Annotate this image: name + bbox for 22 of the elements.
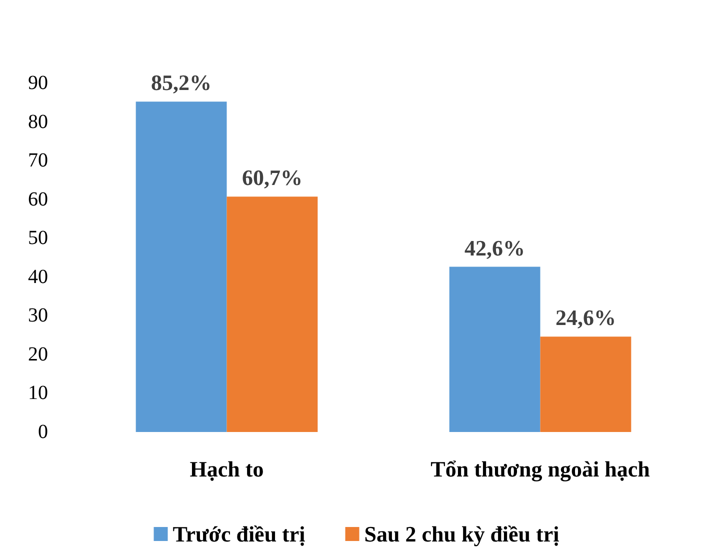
y-tick-label: 10 <box>28 382 48 404</box>
y-tick-label: 20 <box>28 343 48 366</box>
data-label: 42,6% <box>464 235 526 260</box>
legend-label: Sau 2 chu kỳ điều trị <box>364 522 560 546</box>
data-label: 24,6% <box>555 305 616 330</box>
y-tick-label: 90 <box>28 72 48 94</box>
y-tick-label: 40 <box>28 266 48 288</box>
data-label: 60,7% <box>242 165 302 190</box>
bar <box>449 266 540 432</box>
legend-label: Trước điều trị <box>172 522 306 546</box>
x-tick-label: Tổn thương ngoài hạch <box>430 456 650 482</box>
y-tick-label: 60 <box>28 188 48 210</box>
bar <box>226 196 318 432</box>
bar <box>540 336 632 432</box>
y-tick-label: 70 <box>28 150 48 172</box>
y-tick-label: 80 <box>28 110 48 133</box>
y-tick-label: 30 <box>28 304 48 327</box>
bar <box>136 102 227 432</box>
data-label: 85,2% <box>151 70 212 96</box>
y-tick-label: 0 <box>38 421 48 443</box>
y-tick-label: 50 <box>28 227 48 250</box>
x-tick-label: Hạch to <box>190 456 264 482</box>
